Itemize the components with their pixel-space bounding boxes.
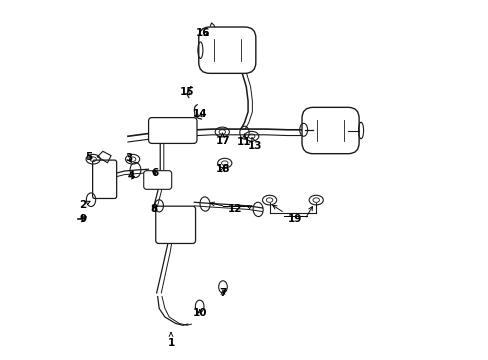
- Text: 5: 5: [85, 152, 92, 162]
- Text: 6: 6: [151, 168, 158, 178]
- Text: 1: 1: [167, 332, 174, 348]
- Text: 2: 2: [79, 200, 90, 210]
- FancyBboxPatch shape: [92, 160, 117, 198]
- Text: 17: 17: [215, 133, 230, 145]
- Text: 18: 18: [215, 164, 230, 174]
- Text: 19: 19: [272, 205, 301, 224]
- Text: 14: 14: [192, 109, 206, 119]
- Text: 3: 3: [125, 153, 132, 163]
- FancyBboxPatch shape: [302, 107, 358, 154]
- Text: 12: 12: [210, 202, 242, 214]
- Text: 8: 8: [150, 204, 158, 214]
- Text: 9: 9: [80, 215, 86, 224]
- Text: 16: 16: [196, 28, 210, 38]
- Text: 13: 13: [247, 138, 262, 151]
- FancyBboxPatch shape: [143, 171, 171, 189]
- Text: 10: 10: [192, 308, 206, 318]
- FancyBboxPatch shape: [198, 27, 255, 73]
- Text: 15: 15: [180, 87, 194, 97]
- Text: 11: 11: [237, 134, 251, 147]
- FancyBboxPatch shape: [148, 118, 197, 143]
- Text: 4: 4: [127, 171, 135, 181]
- FancyBboxPatch shape: [155, 206, 195, 243]
- Text: 7: 7: [219, 288, 226, 298]
